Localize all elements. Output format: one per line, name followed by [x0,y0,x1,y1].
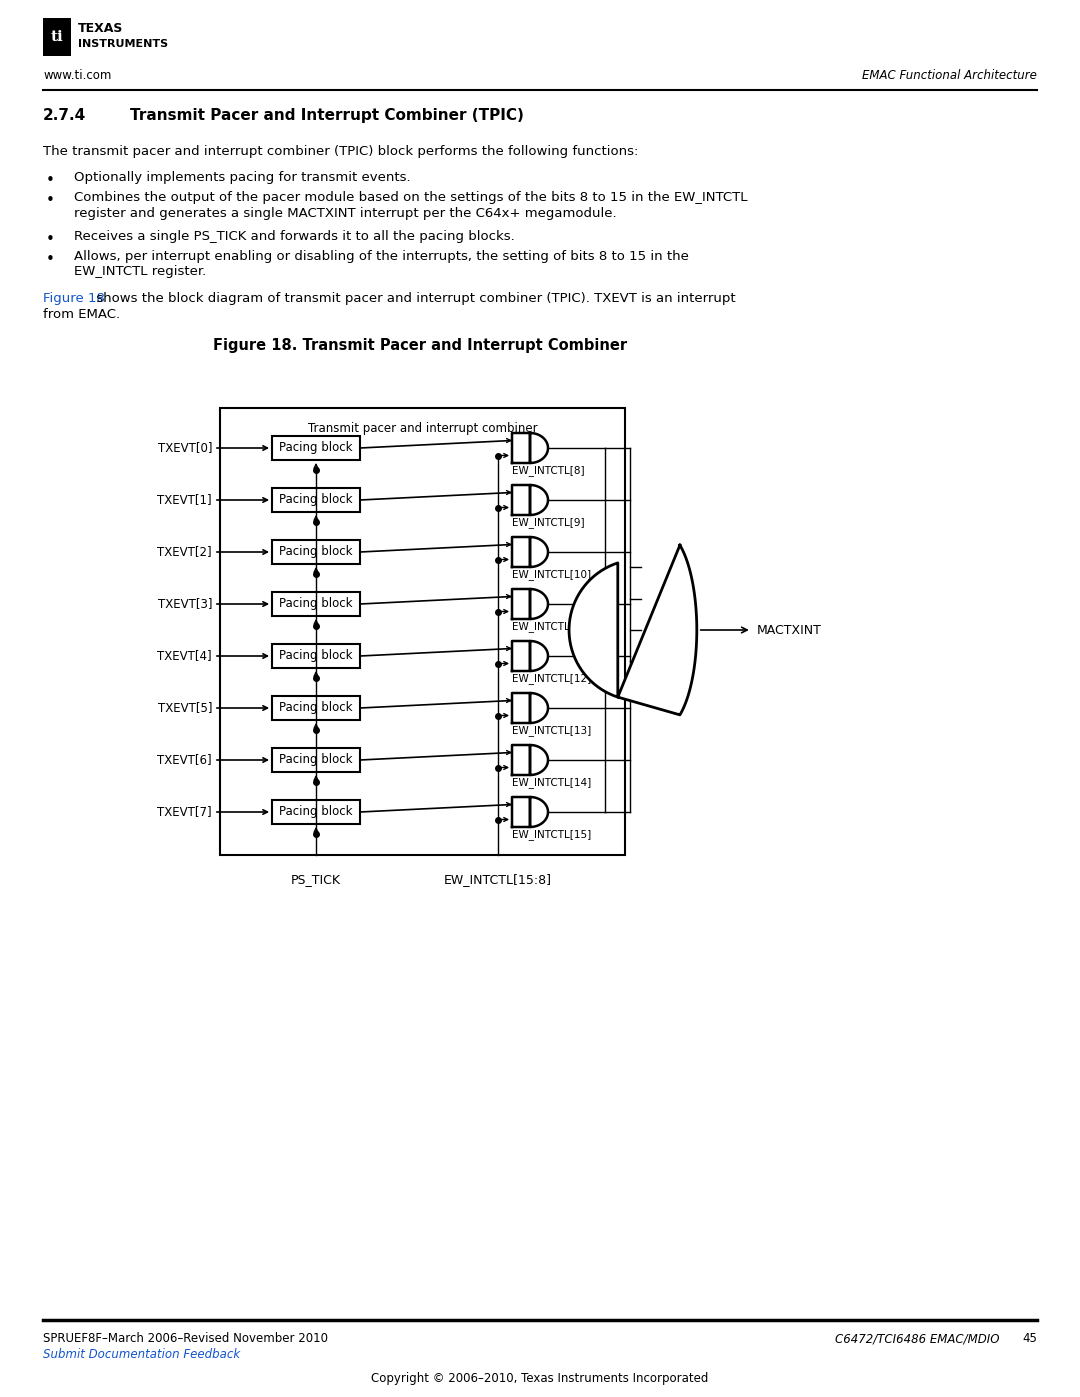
Text: C6472/TCI6486 EMAC/MDIO: C6472/TCI6486 EMAC/MDIO [835,1331,999,1345]
Text: •: • [45,251,54,267]
Bar [512,745,530,775]
Bar [272,488,360,511]
Bar [272,644,360,668]
Polygon shape [512,433,548,462]
Text: TXEVT[3]: TXEVT[3] [158,598,212,610]
Text: EW_INTCTL[13]: EW_INTCTL[13] [512,725,591,736]
Text: Pacing block: Pacing block [280,493,353,507]
Text: 45: 45 [1022,1331,1037,1345]
Bar [272,592,360,616]
Bar [272,696,360,719]
Bar [512,798,530,827]
Polygon shape [512,745,548,775]
Bar [512,536,530,567]
Text: EW_INTCTL[10]: EW_INTCTL[10] [512,569,591,580]
Bar [272,436,360,460]
FancyBboxPatch shape [43,18,71,56]
Text: INSTRUMENTS: INSTRUMENTS [78,39,168,49]
Text: Copyright © 2006–2010, Texas Instruments Incorporated: Copyright © 2006–2010, Texas Instruments… [372,1372,708,1384]
Text: TXEVT[0]: TXEVT[0] [158,441,212,454]
Text: EW_INTCTL[12]: EW_INTCTL[12] [512,673,591,685]
Text: MACTXINT: MACTXINT [757,623,822,637]
Text: www.ti.com: www.ti.com [43,68,111,82]
Text: Optionally implements pacing for transmit events.: Optionally implements pacing for transmi… [75,170,410,184]
Text: •: • [45,173,54,189]
Text: shows the block diagram of transmit pacer and interrupt combiner (TPIC). TXEVT i: shows the block diagram of transmit pace… [92,292,735,305]
Text: EW_INTCTL[9]: EW_INTCTL[9] [512,517,584,528]
Text: EW_INTCTL[11]: EW_INTCTL[11] [512,622,591,631]
Text: EW_INTCTL[15]: EW_INTCTL[15] [512,828,591,840]
Bar [220,408,625,855]
Text: register and generates a single MACTXINT interrupt per the C64x+ megamodule.: register and generates a single MACTXINT… [75,207,617,219]
Text: •: • [45,232,54,247]
Text: EW_INTCTL[14]: EW_INTCTL[14] [512,777,591,788]
Text: ti: ti [51,29,64,43]
Bar [512,590,530,619]
Text: SPRUEF8F–March 2006–Revised November 2010: SPRUEF8F–March 2006–Revised November 201… [43,1331,328,1345]
Text: Pacing block: Pacing block [280,650,353,662]
Text: TXEVT[2]: TXEVT[2] [158,545,212,559]
Polygon shape [512,641,548,671]
Text: •: • [45,193,54,208]
Text: EW_INTCTL[8]: EW_INTCTL[8] [512,465,584,476]
Text: Pacing block: Pacing block [280,545,353,559]
Text: Submit Documentation Feedback: Submit Documentation Feedback [43,1348,240,1361]
Text: TXEVT[4]: TXEVT[4] [158,650,212,662]
Polygon shape [512,693,548,724]
Text: from EMAC.: from EMAC. [43,307,120,320]
Bar [272,541,360,564]
Bar [512,485,530,515]
Text: The transmit pacer and interrupt combiner (TPIC) block performs the following fu: The transmit pacer and interrupt combine… [43,145,638,158]
Text: PS_TICK: PS_TICK [291,873,341,886]
Polygon shape [569,545,697,715]
Bar [512,693,530,724]
Bar [272,747,360,773]
Text: Pacing block: Pacing block [280,701,353,714]
Text: Pacing block: Pacing block [280,753,353,767]
Text: Figure 18. Transmit Pacer and Interrupt Combiner: Figure 18. Transmit Pacer and Interrupt … [213,338,627,353]
Bar [512,433,530,462]
Text: 2.7.4: 2.7.4 [43,108,86,123]
Text: Pacing block: Pacing block [280,441,353,454]
Text: EMAC Functional Architecture: EMAC Functional Architecture [862,68,1037,82]
Text: Transmit Pacer and Interrupt Combiner (TPIC): Transmit Pacer and Interrupt Combiner (T… [130,108,524,123]
Bar [512,641,530,671]
Text: Allows, per interrupt enabling or disabling of the interrupts, the setting of bi: Allows, per interrupt enabling or disabl… [75,250,689,263]
Text: Combines the output of the pacer module based on the settings of the bits 8 to 1: Combines the output of the pacer module … [75,191,747,204]
Text: TXEVT[6]: TXEVT[6] [158,753,212,767]
Text: TXEVT[5]: TXEVT[5] [158,701,212,714]
Text: TXEVT[7]: TXEVT[7] [158,806,212,819]
Polygon shape [512,536,548,567]
Text: Pacing block: Pacing block [280,806,353,819]
Text: TEXAS: TEXAS [78,21,123,35]
Text: EW_INTCTL register.: EW_INTCTL register. [75,265,206,278]
Bar [272,800,360,824]
Text: Transmit pacer and interrupt combiner: Transmit pacer and interrupt combiner [308,422,538,434]
Text: Pacing block: Pacing block [280,598,353,610]
Text: EW_INTCTL[15:8]: EW_INTCTL[15:8] [444,873,552,886]
Text: Receives a single PS_TICK and forwards it to all the pacing blocks.: Receives a single PS_TICK and forwards i… [75,231,515,243]
Polygon shape [512,590,548,619]
Text: Figure 18: Figure 18 [43,292,105,305]
Polygon shape [512,485,548,515]
Polygon shape [512,798,548,827]
Text: TXEVT[1]: TXEVT[1] [158,493,212,507]
